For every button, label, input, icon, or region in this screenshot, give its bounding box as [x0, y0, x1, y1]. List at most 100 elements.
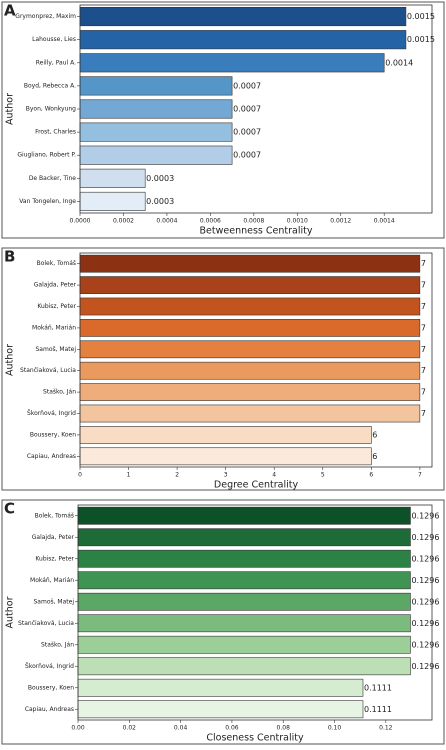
- panel-label: B: [4, 248, 15, 266]
- y-tick-label: Škorňová, Ingrid: [25, 663, 74, 670]
- y-tick-label: Kubisz, Peter: [37, 303, 76, 310]
- panel-border: [1, 1, 445, 239]
- bar: [79, 168, 146, 188]
- value-label: 7: [421, 388, 426, 397]
- y-tick-label: Reilly, Paul A.: [36, 59, 76, 66]
- panel: 0.0015 Grymonprez, Maxim 0.0015 Lahousse, L…: [1, 1, 445, 239]
- value-label: 7: [421, 302, 426, 311]
- y-tick-label: Lahousse, Lies: [32, 36, 76, 43]
- bar: [77, 678, 364, 697]
- bar: [79, 145, 233, 165]
- plot-frame: [79, 252, 433, 468]
- bar: [79, 7, 407, 27]
- value-label: 0.0007: [233, 81, 261, 90]
- x-tick-label: 0.06: [225, 725, 239, 732]
- bar: [77, 614, 411, 633]
- bar: [79, 191, 146, 211]
- x-axis-label: Degree Centrality: [214, 480, 299, 491]
- value-label: 0.0007: [233, 105, 261, 114]
- x-tick-label: 0.0002: [113, 218, 134, 225]
- value-label: 7: [421, 281, 426, 290]
- value-label: 0.1111: [364, 705, 392, 714]
- plot-frame: [79, 4, 433, 214]
- bar: [79, 404, 421, 423]
- bar: [79, 319, 421, 337]
- value-label: 0.1111: [364, 683, 392, 692]
- x-axis-label: Closeness Centrality: [206, 733, 304, 744]
- value-label: 7: [421, 323, 426, 332]
- panel-border: [1, 499, 445, 745]
- y-tick-label: Boussery, Koen: [28, 684, 74, 691]
- bar: [77, 635, 411, 654]
- bar: [79, 447, 372, 466]
- value-label: 0.0003: [146, 174, 174, 183]
- y-tick-label: Giugliano, Robert P.: [17, 152, 76, 159]
- x-tick-label: 0.00: [71, 725, 85, 732]
- y-axis-label: Author: [5, 93, 16, 125]
- value-label: 0.0014: [385, 58, 413, 67]
- bar: [79, 122, 233, 142]
- y-tick-label: Boussery, Koen: [30, 431, 76, 438]
- y-tick-label: Boyd, Rebecca A.: [24, 82, 76, 89]
- y-tick-label: Kubisz, Peter: [35, 555, 74, 562]
- x-tick-label: 0.12: [379, 725, 393, 732]
- value-label: 0.0015: [407, 12, 435, 21]
- y-tick-label: Samoš, Matej: [33, 598, 74, 605]
- value-label: 0.1296: [411, 554, 439, 563]
- x-tick-label: 0.0004: [156, 218, 177, 225]
- bar: [79, 30, 407, 50]
- x-tick-label: 0: [78, 472, 82, 479]
- x-tick-label: 0.0014: [374, 218, 395, 225]
- y-tick-label: Bolek, Tomáš: [37, 260, 76, 267]
- x-tick-label: 0.08: [277, 725, 291, 732]
- value-label: 0.0007: [233, 128, 261, 137]
- panel-label: A: [4, 2, 16, 20]
- y-axis-label: Author: [5, 344, 16, 376]
- y-tick-label: Van Tongelen, Inge: [19, 198, 76, 205]
- y-tick-label: Samoš, Matej: [35, 346, 76, 353]
- bar: [79, 383, 421, 401]
- bar: [79, 254, 421, 273]
- y-tick-label: Mokáň, Marián: [32, 324, 76, 331]
- value-label: 7: [421, 409, 426, 418]
- value-label: 0.1296: [411, 597, 439, 606]
- x-tick-label: 0.04: [174, 725, 188, 732]
- plot-frame: [77, 504, 433, 721]
- value-label: 7: [421, 259, 426, 268]
- value-label: 0.1296: [411, 619, 439, 628]
- y-tick-label: Staško, Ján: [41, 641, 74, 648]
- x-tick-label: 0.0008: [243, 218, 264, 225]
- x-tick-label: 3: [224, 472, 228, 479]
- bar: [77, 700, 364, 719]
- x-tick-label: 6: [369, 472, 373, 479]
- value-label: 0.1296: [411, 576, 439, 585]
- bar: [77, 657, 411, 676]
- x-tick-label: 0.10: [328, 725, 342, 732]
- y-tick-label: Stančiaková, Lucia: [20, 367, 76, 374]
- value-label: 7: [421, 366, 426, 375]
- value-label: 0.0003: [146, 197, 174, 206]
- x-tick-label: 0.0010: [287, 218, 308, 225]
- x-tick-label: 5: [321, 472, 325, 479]
- value-label: 6: [372, 452, 377, 461]
- y-tick-label: Byon, Wonkyung: [26, 106, 76, 113]
- value-label: 6: [372, 430, 377, 439]
- y-tick-label: Galajda, Peter: [34, 282, 77, 289]
- bar: [79, 53, 385, 73]
- x-tick-label: 2: [175, 472, 179, 479]
- y-tick-label: Stančiaková, Lucia: [18, 620, 74, 627]
- y-tick-label: Capiau, Andreas: [25, 706, 74, 713]
- y-axis-label: Author: [5, 596, 16, 628]
- x-tick-label: 7: [418, 472, 422, 479]
- x-tick-label: 0.0012: [330, 218, 351, 225]
- value-label: 0.0015: [407, 35, 435, 44]
- x-tick-label: 0.0006: [200, 218, 221, 225]
- value-label: 0.1296: [411, 640, 439, 649]
- value-label: 7: [421, 345, 426, 354]
- bar: [77, 506, 411, 525]
- bar: [77, 592, 411, 611]
- bar: [79, 426, 372, 444]
- value-label: 0.0007: [233, 151, 261, 160]
- y-tick-label: Capiau, Andreas: [27, 453, 76, 460]
